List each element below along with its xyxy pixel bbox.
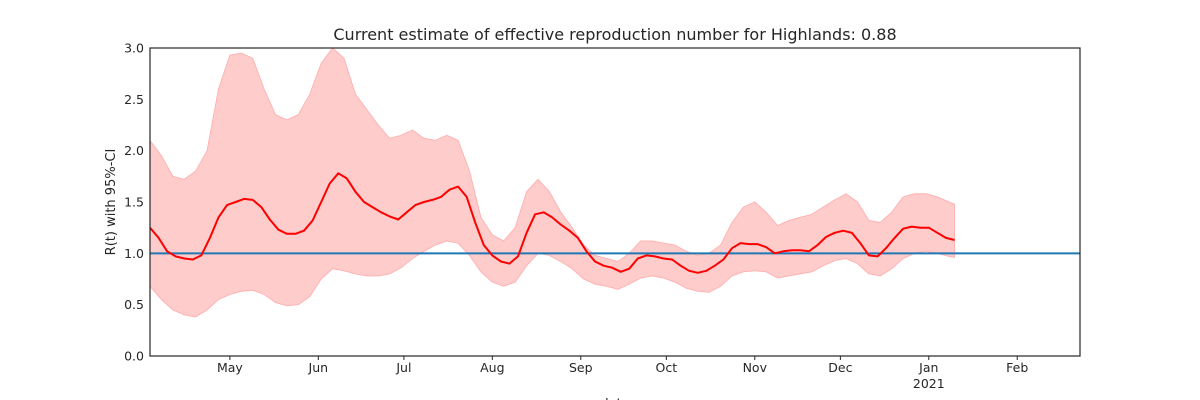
x-tick-label: May	[217, 360, 243, 375]
y-tick-label: 3.0	[124, 41, 144, 56]
y-tick-label: 2.0	[124, 143, 144, 158]
y-tick-label: 0.0	[124, 349, 144, 364]
x-tick-sublabel: 2021	[913, 376, 945, 391]
x-tick-label: Dec	[828, 360, 852, 375]
plot-area	[150, 48, 1080, 318]
x-tick-label: Oct	[656, 360, 678, 375]
plot-frame	[149, 47, 1081, 357]
x-axis-label: date	[600, 397, 629, 400]
x-tick-label: Nov	[743, 360, 768, 375]
y-tick-label: 2.5	[124, 92, 144, 107]
chart-title: Current estimate of effective reproducti…	[333, 25, 896, 44]
x-tick-label: Sep	[569, 360, 593, 375]
x-tick-label: Jul	[395, 360, 411, 375]
y-tick-label: 0.5	[124, 297, 144, 312]
x-tick-label: Jan	[918, 360, 938, 375]
y-axis: 0.0 0.5 1.0 1.5 2.0 2.5 3.0	[124, 41, 144, 364]
y-tick-label: 1.5	[124, 195, 144, 210]
confidence-band	[150, 48, 955, 318]
series-line	[150, 172, 955, 274]
x-tick-label: Feb	[1006, 360, 1028, 375]
y-tick-label: 1.0	[124, 246, 144, 261]
x-tick-label: Aug	[480, 360, 504, 375]
x-tick-label: Jun	[308, 360, 329, 375]
y-axis-label: R(t) with 95%-CI	[104, 149, 119, 256]
